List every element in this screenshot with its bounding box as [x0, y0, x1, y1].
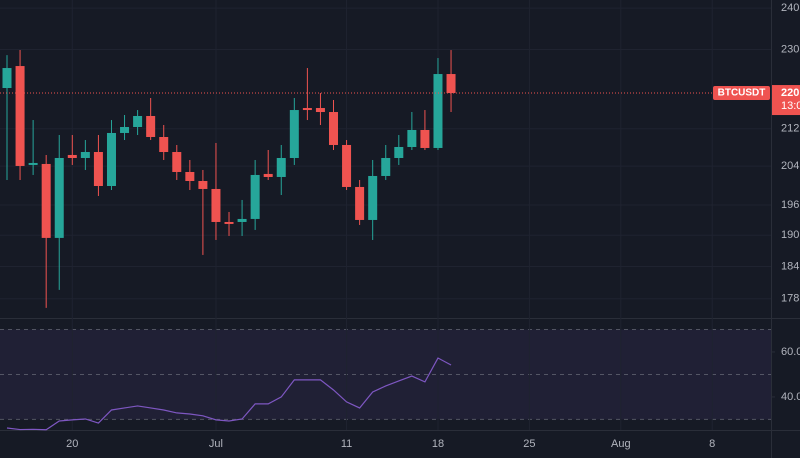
candle-body	[185, 171, 195, 182]
candle-body	[67, 154, 77, 158]
candle-body	[93, 152, 103, 186]
candle-body	[224, 221, 234, 224]
candle-body	[41, 163, 51, 238]
candle-body	[302, 108, 312, 111]
x-tick-label: 11	[341, 438, 352, 450]
candle-body	[342, 144, 352, 187]
candle-body	[381, 157, 391, 176]
candle-body	[159, 136, 169, 153]
candle-body	[407, 129, 417, 147]
candle-body	[394, 146, 404, 158]
y-tick-label: 178	[781, 293, 799, 305]
candle-body	[2, 68, 12, 89]
candle-body	[172, 152, 182, 172]
x-tick-label: Aug	[611, 438, 631, 450]
symbol-label: BTCUSDT	[718, 88, 766, 99]
y-tick-label: 240	[781, 2, 799, 14]
candle-body	[263, 173, 273, 177]
rsi-tick-label: 60.0	[781, 346, 800, 358]
y-tick-label: 196	[781, 199, 799, 211]
y-tick-label: 190	[781, 229, 799, 241]
candle-body	[211, 188, 221, 222]
price-tag	[772, 85, 800, 116]
candle-body	[15, 66, 25, 166]
rsi-tick-label: 40.0	[781, 391, 800, 403]
x-tick-label: Jul	[209, 438, 223, 450]
candle-body	[133, 115, 143, 128]
candle-body	[54, 157, 64, 238]
candle-body	[329, 112, 338, 145]
candle-body	[446, 74, 456, 94]
candle-body	[368, 175, 378, 220]
y-tick-label: 212	[781, 123, 799, 135]
candle-body	[289, 110, 299, 158]
candle-body	[146, 115, 156, 137]
price-tag-label: 220	[781, 87, 799, 99]
countdown-label: 13:0	[781, 100, 800, 112]
candle-body	[420, 129, 430, 148]
x-tick-label: 18	[432, 438, 444, 450]
x-tick-label: 25	[523, 438, 535, 450]
candle-body	[120, 127, 130, 133]
candle-body	[198, 181, 208, 189]
candle-body	[276, 157, 286, 177]
candle-body	[315, 108, 325, 113]
x-tick-label: 20	[66, 438, 78, 450]
candle-body	[433, 74, 443, 148]
y-tick-label: 204	[781, 160, 799, 172]
symbol-tag	[713, 86, 770, 101]
candle-body	[250, 174, 260, 219]
candle-body	[28, 162, 38, 165]
candle-body	[106, 132, 116, 186]
y-tick-label: 184	[781, 260, 799, 272]
candle-body	[355, 186, 365, 220]
x-tick-label: 8	[709, 438, 715, 450]
rsi-line	[6, 357, 452, 431]
y-tick-label: 230	[781, 43, 799, 55]
candle-body	[80, 152, 90, 158]
candle-body	[237, 218, 247, 222]
